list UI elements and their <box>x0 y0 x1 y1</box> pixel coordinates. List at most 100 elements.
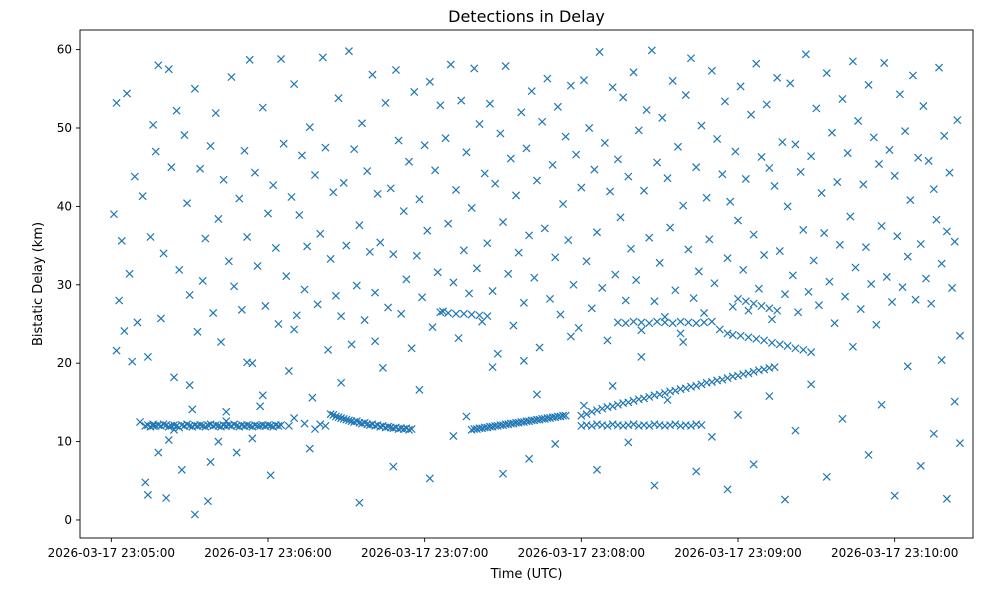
detection-point <box>540 224 549 233</box>
detection-point <box>624 398 633 407</box>
detection-point <box>713 134 722 143</box>
detection-point <box>838 94 847 104</box>
detection-point <box>355 498 364 507</box>
detection-point <box>867 279 876 289</box>
detection-point <box>613 318 622 327</box>
detection-point <box>371 288 380 297</box>
detection-point <box>125 269 134 278</box>
detection-point <box>149 120 158 129</box>
detection-point <box>833 178 842 187</box>
detection-point <box>344 416 353 425</box>
detection-point <box>154 448 163 457</box>
detection-point <box>475 311 484 320</box>
detection-point <box>572 150 581 159</box>
detection-point <box>337 312 346 321</box>
detection-point <box>765 392 774 401</box>
detection-point <box>271 243 280 252</box>
detection-point <box>663 174 672 183</box>
detection-point <box>331 291 340 300</box>
detection-point <box>807 380 816 389</box>
detection-point <box>653 317 662 326</box>
detection-point <box>334 413 343 422</box>
detection-point <box>284 421 293 430</box>
detection-point <box>274 421 283 430</box>
detection-point <box>762 100 771 109</box>
detection-point <box>337 414 346 423</box>
detection-point <box>885 145 894 154</box>
detection-point <box>689 294 698 303</box>
detection-point <box>752 334 761 343</box>
detection-point <box>290 414 299 423</box>
detection-point <box>929 185 938 194</box>
detection-point <box>517 108 526 117</box>
detection-point <box>830 319 839 328</box>
detection-point <box>937 356 946 365</box>
detection-point <box>277 421 286 430</box>
detection-point <box>164 435 173 445</box>
detection-point <box>822 69 831 78</box>
detection-point <box>807 152 816 161</box>
plot-area-markers <box>109 46 964 519</box>
detection-point <box>248 434 257 443</box>
detection-point <box>566 81 575 90</box>
x-tick-label: 2026-03-17 23:09:00 <box>674 546 801 560</box>
detection-point <box>919 102 928 111</box>
detection-point <box>156 314 165 323</box>
detection-point <box>514 248 523 257</box>
detection-point <box>773 306 782 315</box>
detection-point <box>530 273 539 282</box>
detection-point <box>159 420 168 429</box>
detection-point <box>451 309 461 318</box>
detection-point <box>799 225 808 234</box>
y-tick-label: 10 <box>57 435 72 449</box>
detection-point <box>723 485 732 494</box>
detection-point <box>773 73 782 82</box>
detection-point <box>310 171 320 180</box>
detection-point <box>650 297 659 306</box>
detection-point <box>190 84 199 93</box>
detection-point <box>224 257 233 266</box>
detection-point <box>835 240 844 249</box>
detection-point <box>418 293 427 302</box>
detection-point <box>914 153 923 162</box>
x-axis: 2026-03-17 23:05:00 2026-03-17 23:06:00 20… <box>48 538 958 560</box>
detection-point <box>425 77 434 86</box>
detection-point <box>791 344 800 353</box>
detection-point <box>587 421 596 430</box>
detection-point <box>872 320 881 329</box>
detection-point <box>258 391 267 400</box>
detection-point <box>342 415 351 424</box>
detection-point <box>368 70 377 79</box>
detection-point <box>608 83 617 92</box>
detection-point <box>543 74 552 83</box>
detection-point <box>496 129 505 138</box>
detection-point <box>955 331 964 340</box>
detection-point <box>196 164 205 173</box>
detection-point <box>890 491 899 500</box>
detection-point <box>277 54 286 64</box>
detection-point <box>321 421 330 430</box>
detection-point <box>942 494 951 503</box>
detection-point <box>733 216 743 225</box>
detection-point <box>412 251 421 260</box>
detection-point <box>300 285 309 294</box>
detection-point <box>791 140 800 149</box>
detection-point <box>146 232 155 241</box>
detection-point <box>595 47 604 56</box>
detection-point <box>765 304 774 313</box>
detection-point <box>935 63 944 72</box>
detection-point <box>462 148 471 157</box>
detection-point <box>316 229 325 238</box>
detection-point <box>707 66 716 75</box>
detection-point <box>778 138 787 147</box>
detection-point <box>658 113 667 122</box>
detection-point <box>467 203 476 212</box>
detection-point <box>749 367 758 376</box>
detection-point <box>953 116 962 125</box>
detection-point <box>402 275 411 284</box>
detection-point <box>535 343 544 352</box>
detection-point <box>786 79 795 88</box>
detection-point <box>214 214 223 223</box>
detection-point <box>290 80 299 89</box>
detection-point <box>109 210 118 219</box>
